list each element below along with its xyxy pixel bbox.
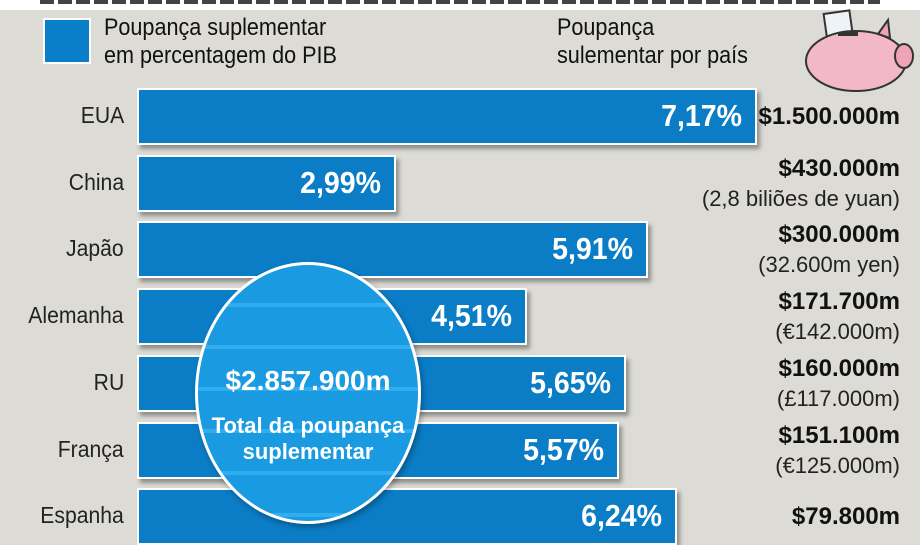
bar-value-label: 5,57% (522, 431, 604, 467)
bar (137, 221, 649, 279)
bar (137, 154, 396, 212)
amount-local: (€142.000m) (775, 319, 900, 345)
amount-usd: $1.500.000m (758, 103, 900, 130)
amount-label: $151.100m (€125.000m) (775, 421, 900, 481)
legend-amount: Poupança sulementar por país (557, 14, 748, 70)
category-label: Espanha (40, 502, 124, 529)
bar (137, 88, 758, 145)
piggy-bank-icon (805, 9, 914, 92)
bar-value-label: 5,65% (529, 364, 611, 400)
bar-value-label: 6,24% (580, 498, 662, 534)
legend-line: Poupança suplementar (104, 14, 327, 41)
category-label: França (58, 435, 124, 462)
category-label: EUA (80, 102, 124, 128)
total-circle: $2.857.900m Total da poupança suplementa… (195, 262, 421, 524)
amount-label: $160.000m (£117.000m) (777, 354, 900, 414)
amount-local: (£117.000m) (776, 385, 900, 411)
amount-label: $300.000m (32.600m yen) (758, 220, 900, 280)
amount-label: $79.800m (792, 502, 900, 532)
total-amount: $2.857.900m (225, 365, 391, 396)
amount-usd: $300.000m (778, 221, 900, 249)
bar-value-label: 5,91% (552, 231, 634, 267)
bar-value-label: 4,51% (431, 298, 513, 334)
legend-pct: Poupança suplementar em percentagem do PI… (104, 14, 337, 70)
amount-usd: $79.800m (791, 503, 900, 531)
total-label: suplementar (242, 439, 374, 464)
amount-local: (2,8 biliões de yuan) (701, 185, 900, 211)
amount-usd: $160.000m (778, 354, 900, 382)
bar-value-label: 2,99% (299, 164, 381, 200)
category-label: Alemanha (28, 302, 124, 329)
category-label: RU (93, 368, 124, 395)
amount-label: $171.700m (€142.000m) (775, 287, 900, 347)
amount-usd: $171.700m (778, 288, 900, 316)
cropped-title (0, 0, 920, 10)
legend-line: sulementar por país (557, 42, 748, 69)
amount-local: (€125.000m) (775, 452, 900, 478)
category-label: China (68, 168, 124, 195)
amount-usd: $151.100m (778, 421, 900, 449)
legend-line: Poupança (557, 14, 655, 41)
amount-local: (32.600m yen) (758, 252, 900, 278)
amount-label: $1.500.000m (759, 102, 900, 132)
legend-swatch (43, 18, 91, 64)
total-label: Total da poupança (211, 413, 405, 438)
category-label: Japão (66, 235, 124, 262)
amount-usd: $430.000m (778, 154, 900, 182)
amount-label: $430.000m (2,8 biliões de yuan) (702, 154, 900, 214)
bar-value-label: 7,17% (661, 98, 743, 133)
legend-line: em percentagem do PIB (104, 42, 337, 69)
